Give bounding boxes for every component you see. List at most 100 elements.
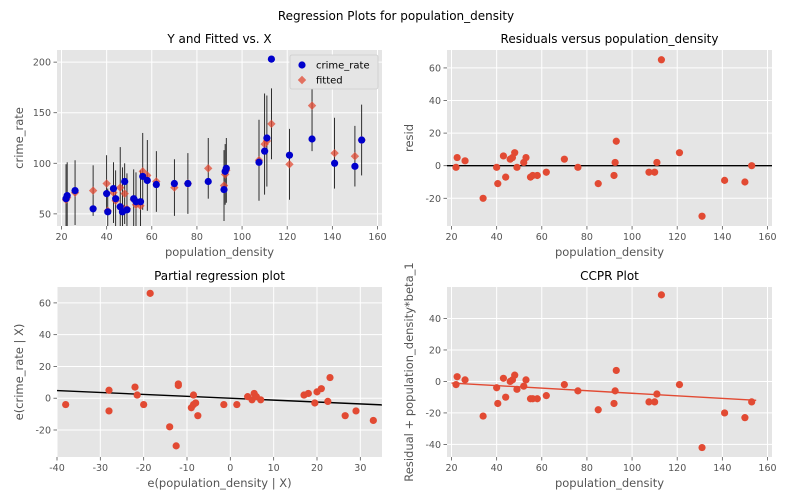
fitted-point — [307, 101, 317, 110]
data-point — [522, 153, 530, 162]
crime-rate-point — [308, 135, 316, 143]
fitted-point — [330, 148, 339, 158]
data-point — [62, 400, 70, 409]
crime-rate-point — [261, 147, 269, 155]
data-point — [324, 397, 332, 405]
data-point — [612, 366, 620, 375]
data-marks — [61, 55, 366, 226]
x-tick-label: -20 — [136, 463, 152, 474]
data-point — [741, 414, 749, 422]
x-tick-label: 30 — [354, 463, 366, 474]
data-point — [542, 392, 550, 400]
x-tick-label: 160 — [368, 232, 386, 243]
y-tick-label: 100 — [33, 159, 51, 170]
crime-rate-point — [89, 205, 97, 213]
crime-rate-point — [204, 177, 212, 186]
data-point — [189, 391, 198, 399]
x-tick-label: 20 — [55, 232, 67, 243]
data-point — [651, 168, 659, 176]
panel-ccpr: 20 40 60 80 100 120 140 160 -40 -20 0 20 40 CCPR Plot… — [402, 262, 777, 490]
data-point — [610, 171, 618, 180]
fitted-point — [204, 164, 213, 173]
data-point — [574, 163, 582, 171]
x-axis-label: population_density — [165, 245, 274, 259]
plot-title: Y and Fitted vs. X — [166, 32, 271, 46]
y-tick-label: 150 — [33, 108, 51, 119]
y-tick-label: 20 — [429, 129, 441, 140]
data-point — [675, 149, 684, 157]
fitted-point — [102, 179, 111, 188]
data-point — [146, 289, 154, 297]
data-point — [453, 373, 461, 381]
data-point — [233, 400, 241, 409]
crime-rate-point — [331, 159, 339, 167]
crime-rate-point — [63, 192, 71, 200]
fitted-point — [260, 139, 269, 149]
data-point — [453, 153, 461, 162]
x-tick-label: 140 — [713, 232, 731, 243]
x-tick-label: 160 — [758, 463, 776, 474]
data-point — [479, 194, 487, 202]
data-point — [610, 399, 618, 408]
y-tick-label: -20 — [35, 425, 51, 436]
plot-title: CCPR Plot — [580, 269, 639, 283]
data-point — [657, 56, 666, 64]
data-point — [494, 180, 502, 188]
x-tick-label: 20 — [445, 463, 457, 474]
x-tick-label: -30 — [93, 463, 109, 474]
data-point — [511, 149, 519, 157]
data-point — [653, 390, 661, 398]
data-point — [352, 407, 360, 415]
y-tick-label: -40 — [425, 440, 441, 451]
data-marks — [451, 291, 757, 452]
y-tick-label: 0 — [45, 394, 51, 405]
data-point — [574, 387, 582, 395]
data-point — [194, 412, 202, 420]
x-tick-label: 120 — [668, 232, 686, 243]
fitted-point — [138, 167, 147, 176]
data-point — [520, 382, 528, 390]
crime-rate-point — [285, 151, 294, 159]
y-axis-label: Residual + population_density*beta_1 — [402, 262, 416, 481]
data-point — [502, 393, 510, 401]
y-tick-label: -20 — [425, 408, 441, 419]
data-point — [513, 163, 521, 171]
x-tick-label: 40 — [101, 232, 113, 243]
crime-rate-point — [184, 179, 192, 188]
crime-rate-point — [263, 134, 271, 142]
y-tick-label: 40 — [39, 330, 51, 341]
crime-rate-point — [123, 206, 131, 214]
data-point — [304, 389, 312, 398]
fitted-point — [120, 189, 129, 198]
y-tick-label: 0 — [435, 161, 441, 172]
data-point — [542, 168, 550, 176]
panel-fitted: 20 40 60 80 100 120 140 160 50 100 150 200 Y and Fit… — [12, 32, 387, 259]
x-tick-label: 60 — [146, 232, 158, 243]
crime-rate-point — [222, 164, 230, 172]
crime-rate-point — [109, 184, 118, 193]
crime-rate-point — [136, 198, 145, 206]
legend-marker-fitted — [297, 75, 307, 85]
data-point — [479, 412, 487, 420]
x-tick-label: 0 — [227, 463, 233, 474]
x-tick-label: 60 — [536, 232, 548, 243]
data-point — [502, 173, 510, 181]
y-tick-label: 40 — [429, 96, 441, 107]
data-point — [721, 176, 729, 184]
crime-rate-point — [152, 180, 160, 189]
data-point — [612, 137, 620, 145]
plot-title: Partial regression plot — [154, 269, 285, 283]
plot-title: Residuals versus population_density — [501, 32, 719, 46]
crime-rate-point — [71, 186, 79, 195]
data-point — [257, 396, 265, 404]
panel-resid: 20 40 60 80 100 120 140 160 -20 0 20 40 60 Residuals … — [402, 32, 777, 259]
data-point — [698, 212, 706, 220]
fit-line — [451, 382, 757, 402]
data-point — [493, 384, 501, 392]
data-point — [172, 442, 180, 450]
data-point — [533, 395, 541, 403]
data-point — [560, 155, 568, 163]
data-point — [748, 398, 756, 406]
y-tick-label: 40 — [429, 314, 441, 325]
